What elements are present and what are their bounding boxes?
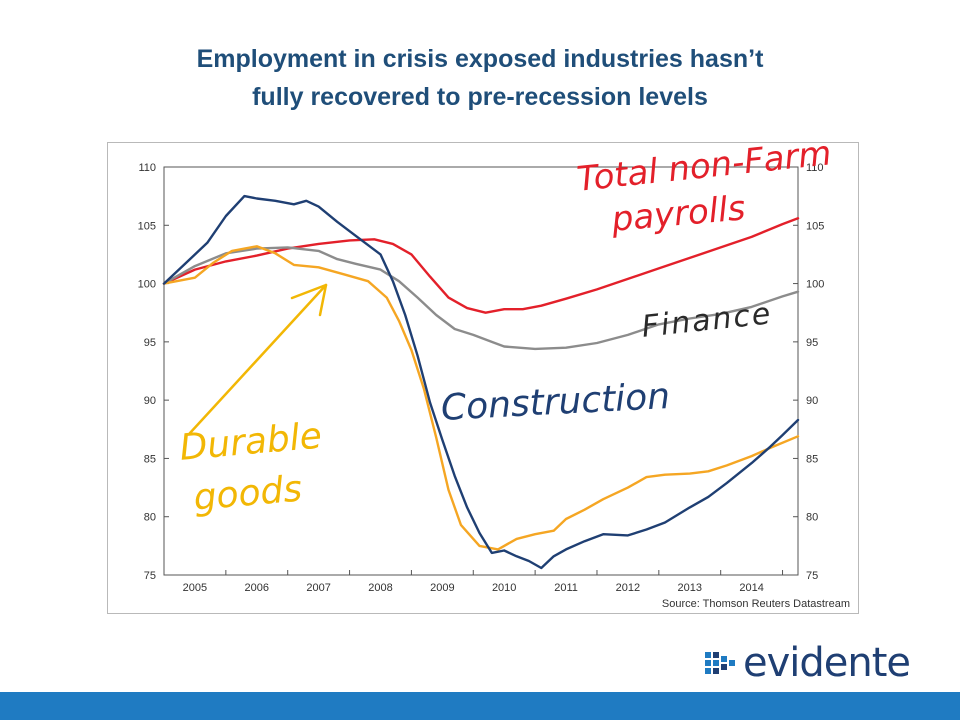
- evidente-logo: evidente: [705, 640, 911, 686]
- y-tick-label-right: 85: [806, 453, 818, 465]
- y-tick-label-left: 75: [144, 570, 156, 582]
- series-line-finance: [162, 246, 800, 351]
- page-title: Employment in crisis exposed industries …: [60, 40, 900, 116]
- x-axis: 2005 2006 2007 2008 2009 2010 2011 2012 2013 2014: [183, 570, 784, 594]
- logo-text: evidente: [743, 640, 911, 686]
- y-tick-label-left: 90: [144, 395, 156, 407]
- y-tick-label-left: 85: [144, 453, 156, 465]
- y-tick-label-right: 75: [806, 570, 818, 582]
- x-tick-label: 2014: [739, 582, 763, 594]
- plot-area: [163, 166, 799, 576]
- y-tick-label-right: 95: [806, 337, 818, 349]
- annotation-layer: [188, 283, 328, 435]
- y-axis-left: 75 80 85 90 95 100 105 110: [138, 162, 169, 582]
- x-tick-label: 2008: [368, 582, 392, 594]
- y-tick-label-left: 80: [144, 512, 156, 524]
- title-line-2: fully recovered to pre-recession levels: [252, 83, 708, 111]
- series-line-durable: [162, 245, 800, 551]
- y-tick-label-left: 95: [144, 337, 156, 349]
- series-line-construction: [162, 194, 800, 570]
- annotation-arrow-shaft: [188, 283, 328, 435]
- x-tick-label: 2006: [245, 582, 269, 594]
- y-tick-label-right: 105: [806, 220, 824, 232]
- source-note: Source: Thomson Reuters Datastream: [661, 598, 850, 610]
- title-line-1: Employment in crisis exposed industries …: [196, 45, 764, 73]
- y-tick-label-right: 100: [806, 279, 824, 291]
- x-tick-label: 2007: [306, 582, 330, 594]
- x-tick-label: 2011: [554, 582, 578, 594]
- y-axis-right: 75 80 85 90 95 100 105 110: [793, 162, 824, 582]
- logo-mark-icon: [705, 652, 735, 674]
- x-tick-label: 2009: [430, 582, 454, 594]
- y-tick-label-right: 110: [806, 162, 824, 174]
- x-tick-label: 2005: [183, 582, 207, 594]
- x-tick-label: 2010: [492, 582, 516, 594]
- chart-frame: 75 80 85 90 95 100 105 110 75 80 85 90 95 100 105 110 …: [107, 142, 859, 614]
- x-tick-label: 2013: [678, 582, 702, 594]
- y-tick-label-left: 105: [138, 220, 156, 232]
- series-layer: [162, 194, 800, 570]
- y-tick-label-right: 90: [806, 395, 818, 407]
- series-line-total: [162, 217, 800, 314]
- y-tick-label-left: 100: [138, 279, 156, 291]
- y-tick-label-left: 110: [138, 162, 156, 174]
- footer-bar: [0, 692, 960, 720]
- x-tick-label: 2012: [616, 582, 640, 594]
- y-tick-label-right: 80: [806, 512, 818, 524]
- annotation-arrow-head: [290, 283, 328, 317]
